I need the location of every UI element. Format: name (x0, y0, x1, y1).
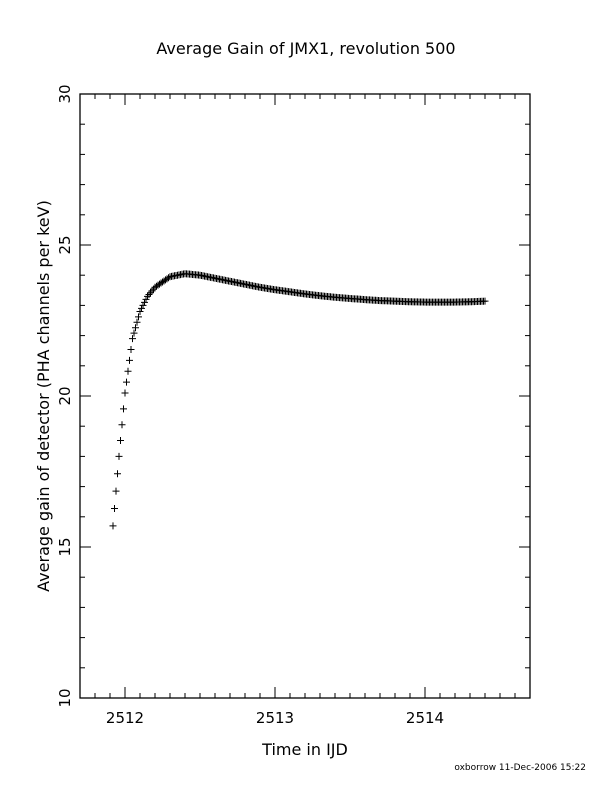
y-axis-label: Average gain of detector (PHA channels p… (34, 200, 53, 592)
data-point (139, 301, 147, 309)
plot-frame (79, 93, 531, 699)
data-point (133, 318, 141, 326)
data-point (129, 335, 136, 343)
y-tick-label: 30 (56, 84, 74, 103)
data-point (135, 313, 142, 321)
data-point (115, 452, 123, 460)
data-point (136, 307, 144, 315)
y-tick-label: 20 (56, 386, 74, 405)
data-point (481, 297, 489, 305)
data-point (150, 285, 157, 293)
x-tick-label: 2512 (106, 709, 144, 727)
data-point (130, 329, 138, 337)
x-axis-label: Time in IJD (261, 740, 348, 759)
axis-ticks (79, 93, 531, 699)
footer-stamp: oxborrow 11-Dec-2006 15:22 (454, 763, 586, 773)
data-point (109, 522, 117, 530)
data-point (123, 378, 130, 386)
tick-labels: 2512 2513 2514 10 15 20 25 30 (56, 84, 444, 727)
data-point (114, 470, 121, 478)
y-tick-label: 15 (56, 537, 74, 556)
x-tick-label: 2514 (406, 709, 444, 727)
data-point (124, 367, 132, 375)
data-point (141, 298, 148, 306)
data-point (121, 389, 129, 397)
data-points (109, 270, 489, 530)
data-point (127, 345, 135, 353)
data-point (126, 356, 133, 364)
data-point (117, 437, 124, 445)
data-point (118, 421, 126, 429)
data-point (138, 304, 145, 312)
data-point (144, 292, 151, 300)
data-point (147, 289, 154, 297)
chart-title: Average Gain of JMX1, revolution 500 (156, 39, 455, 58)
data-point (120, 405, 127, 413)
x-tick-label: 2513 (256, 709, 294, 727)
y-tick-label: 25 (56, 235, 74, 254)
data-point (165, 274, 172, 282)
data-point (145, 291, 153, 299)
y-tick-label: 10 (56, 688, 74, 707)
data-point (111, 504, 118, 512)
data-point (132, 324, 139, 332)
data-point (148, 287, 156, 295)
data-point (112, 487, 120, 495)
data-point (142, 295, 150, 303)
